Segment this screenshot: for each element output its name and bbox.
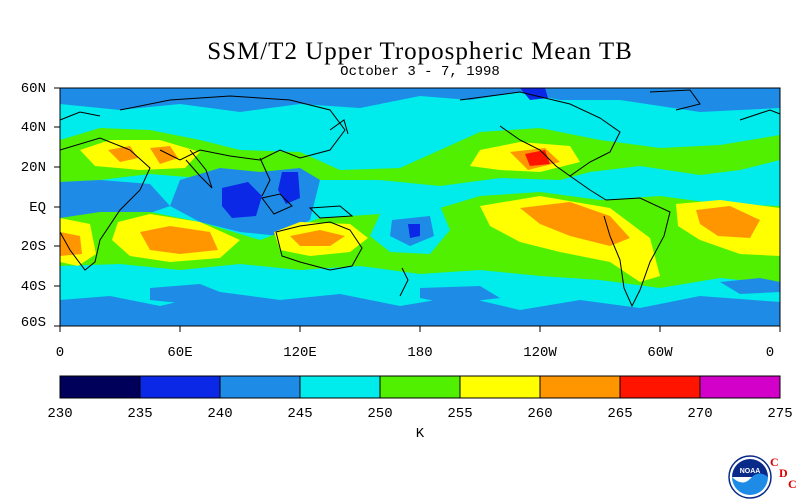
coastline-central-america xyxy=(569,175,607,201)
colorbar-tick-label: 265 xyxy=(607,406,633,422)
colorbar-swatch xyxy=(299,375,381,399)
colorbar-swatch xyxy=(59,375,141,399)
colorbar-swatch xyxy=(139,375,221,399)
coastlines xyxy=(59,89,781,308)
colorbar-unit: K xyxy=(415,426,425,442)
colorbar xyxy=(59,375,781,399)
colorbar-tick-label: 260 xyxy=(527,406,553,422)
colorbar-tick-label: 275 xyxy=(767,406,793,422)
lat-label-40n: 40N xyxy=(20,120,46,136)
contour-260-south-america xyxy=(520,202,630,246)
contour-fields xyxy=(60,88,780,326)
contour-255-south-america xyxy=(480,196,660,282)
lat-label-eq: EQ xyxy=(29,200,46,216)
colorbar-swatch xyxy=(619,375,701,399)
contour-235-equator-2 xyxy=(278,172,300,204)
contour-260-north-west-2 xyxy=(150,146,178,164)
coastline-japan xyxy=(329,119,349,135)
coastline-new-guinea xyxy=(308,205,354,219)
lon-label-60e: 60E xyxy=(167,345,193,361)
cdc-letter-d: D xyxy=(779,466,788,480)
lon-label-180: 180 xyxy=(407,345,433,361)
coastline-greenland xyxy=(649,89,701,111)
lat-label-20s: 20S xyxy=(20,239,46,255)
coastline-asia xyxy=(119,95,346,161)
coastline-southeast-asia xyxy=(259,157,271,197)
map-subtitle: October 3 - 7, 1998 xyxy=(340,64,500,80)
lon-label-120e: 120E xyxy=(283,345,317,361)
coastline-north-america xyxy=(459,91,621,177)
coastline-india xyxy=(185,149,213,189)
contour-240-south xyxy=(60,292,780,326)
lon-label-60w: 60W xyxy=(647,345,673,361)
lat-label-40s: 40S xyxy=(20,279,46,295)
contour-260-south-west xyxy=(60,232,82,256)
lon-label-120w: 120W xyxy=(523,345,557,361)
coastline-new-zealand xyxy=(399,267,409,297)
contour-260-south-indian xyxy=(140,226,218,254)
coastline-africa xyxy=(59,137,151,271)
contour-240-south-streak-2 xyxy=(420,286,500,304)
contour-260-australia xyxy=(290,230,345,246)
axis-ticks xyxy=(54,87,781,332)
contour-235-pacific xyxy=(408,224,420,238)
lon-label-0-east: 0 xyxy=(765,345,775,361)
coastline-australia xyxy=(275,221,363,271)
lon-label-0: 0 xyxy=(55,345,65,361)
contour-240-south-streak-1 xyxy=(150,284,230,304)
colorbar-tick-label: 245 xyxy=(287,406,313,422)
colorbar-tick-label: 240 xyxy=(207,406,233,422)
colorbar-swatch xyxy=(459,375,541,399)
cdc-letter-c1: C xyxy=(770,455,779,469)
contour-240-north xyxy=(60,88,780,112)
contour-235-equator-1 xyxy=(222,182,262,218)
colorbar-tick-label: 235 xyxy=(127,406,153,422)
contour-240-south-streak-3 xyxy=(720,278,780,294)
lat-label-60n: 60N xyxy=(20,81,46,97)
coastline-borneo xyxy=(261,193,293,215)
colorbar-tick-label: 250 xyxy=(367,406,393,422)
colorbar-swatch xyxy=(699,375,781,399)
colorbar-swatch xyxy=(379,375,461,399)
colorbar-tick-label: 270 xyxy=(687,406,713,422)
cdc-letter-c2: C xyxy=(788,477,797,491)
lat-label-20n: 20N xyxy=(20,160,46,176)
colorbar-swatch xyxy=(539,375,621,399)
noaa-logo: NOAA xyxy=(728,455,772,499)
map-title: SSM/T2 Upper Tropospheric Mean TB xyxy=(207,38,633,65)
contour-260-atlantic xyxy=(696,206,760,238)
coastline-south-america xyxy=(603,197,671,308)
svg-text:NOAA: NOAA xyxy=(740,468,761,475)
colorbar-swatch xyxy=(219,375,301,399)
coastline-europe xyxy=(59,109,781,121)
lat-label-60s: 60S xyxy=(20,315,46,331)
colorbar-tick-label: 230 xyxy=(47,406,73,422)
colorbar-tick-label: 255 xyxy=(447,406,473,422)
